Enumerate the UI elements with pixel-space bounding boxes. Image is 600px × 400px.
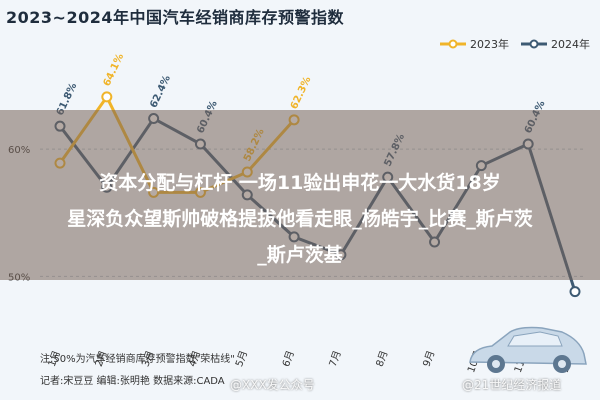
overlay-headline-line3: _斯卢茨基 [257,244,343,266]
chart-title: 2023~2024年中国汽车经销商库存预警指数 [6,8,344,27]
watermark-right: @21世纪经济报道 [462,378,562,392]
legend-label-2023: 2023年 [470,38,509,51]
x-tick-label: 8月 [374,349,391,368]
legend-item-2023: 2023年 [440,36,509,52]
x-tick-label: 9月 [420,349,437,368]
x-tick-label: 6月 [280,349,297,368]
watermark-left: @XXX发公众号 [230,378,315,392]
x-tick-label: 1月 [46,349,63,368]
chart-credits: 记者:宋豆豆 编辑:张明艳 数据来源:CADA [40,376,225,387]
data-label: 64.1% [102,52,127,88]
overlay-headline-line1: 资本分配与杠杆 一场11验出申花一大水货18岁 [99,172,501,194]
legend-label-2024: 2024年 [551,38,590,51]
data-label: 62.4% [148,74,173,110]
data-point-2023 [101,91,113,103]
headline-overlay[interactable]: 资本分配与杠杆 一场11验出申花一大水货18岁 星深负众望斯帅破格提拔他看走眼_… [0,110,600,280]
chart-note: 注:50%为汽车经销商库存预警指数"荣枯线" [40,354,235,365]
legend-swatch-2023 [440,39,466,49]
car-illustration [469,326,587,373]
x-tick-label: 3月 [140,349,157,368]
legend: 2023年 2024年 [440,36,590,52]
overlay-headline-line2: 星深负众望斯帅破格提拔他看走眼_杨皓宇_比赛_斯卢茨 [67,208,533,230]
x-tick-label: 7月 [327,349,344,368]
data-label: 62.3% [289,75,314,111]
x-tick-label: 4月 [186,349,203,368]
x-tick-label: 2月 [93,349,110,368]
legend-swatch-2024 [521,39,547,49]
legend-item-2024: 2024年 [521,36,590,52]
data-point-2024 [569,286,581,298]
x-tick-label: 5月 [233,349,250,368]
